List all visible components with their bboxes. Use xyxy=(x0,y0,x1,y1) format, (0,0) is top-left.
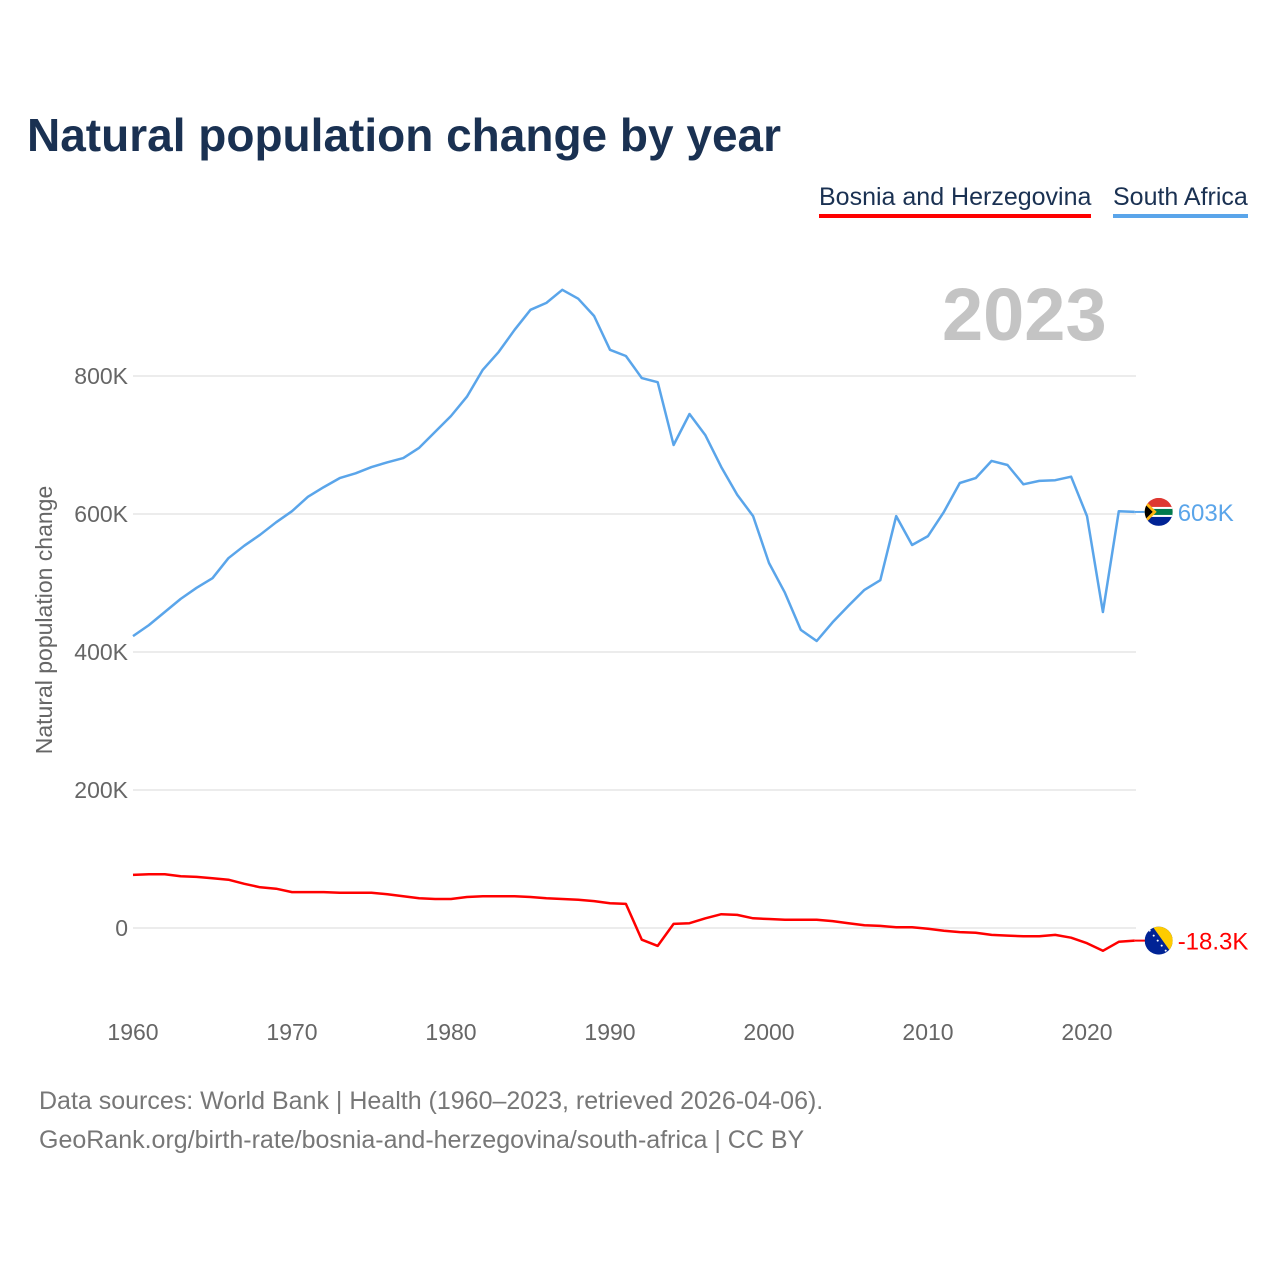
x-tick-label: 1970 xyxy=(266,1019,317,1045)
x-tick-label: 1990 xyxy=(584,1019,635,1045)
x-tick-label: 2010 xyxy=(902,1019,953,1045)
legend-item-bosnia[interactable]: Bosnia and Herzegovina xyxy=(819,183,1092,218)
source-link[interactable]: GeoRank.org/birth-rate/bosnia-and-herzeg… xyxy=(39,1126,805,1154)
x-tick-label: 2020 xyxy=(1061,1019,1112,1045)
y-tick-label: 400K xyxy=(74,639,128,665)
series-line-bosnia[interactable] xyxy=(132,872,1135,953)
year-label: 2023 xyxy=(942,273,1107,356)
bosnia-flag-icon xyxy=(1144,926,1173,955)
series-line-south-africa[interactable] xyxy=(132,288,1135,643)
y-axis-label: Natural population change xyxy=(31,486,57,755)
chart-title: Natural population change by year xyxy=(27,109,782,161)
legend-item-south-africa[interactable]: South Africa xyxy=(1113,183,1248,218)
y-tick-label: 800K xyxy=(74,363,128,389)
end-value-label: 603K xyxy=(1178,500,1234,527)
x-tick-label: 1980 xyxy=(425,1019,476,1045)
y-tick-label: 200K xyxy=(74,777,128,803)
y-tick-label: 0 xyxy=(115,915,128,941)
y-tick-label: 600K xyxy=(74,501,128,527)
source-note: Data sources: World Bank | Health (1960–… xyxy=(39,1087,824,1115)
x-tick-label: 2000 xyxy=(743,1019,794,1045)
end-value-label: -18.3K xyxy=(1178,929,1249,956)
south-africa-flag-icon xyxy=(1144,497,1173,526)
x-tick-label: 1960 xyxy=(107,1019,158,1045)
